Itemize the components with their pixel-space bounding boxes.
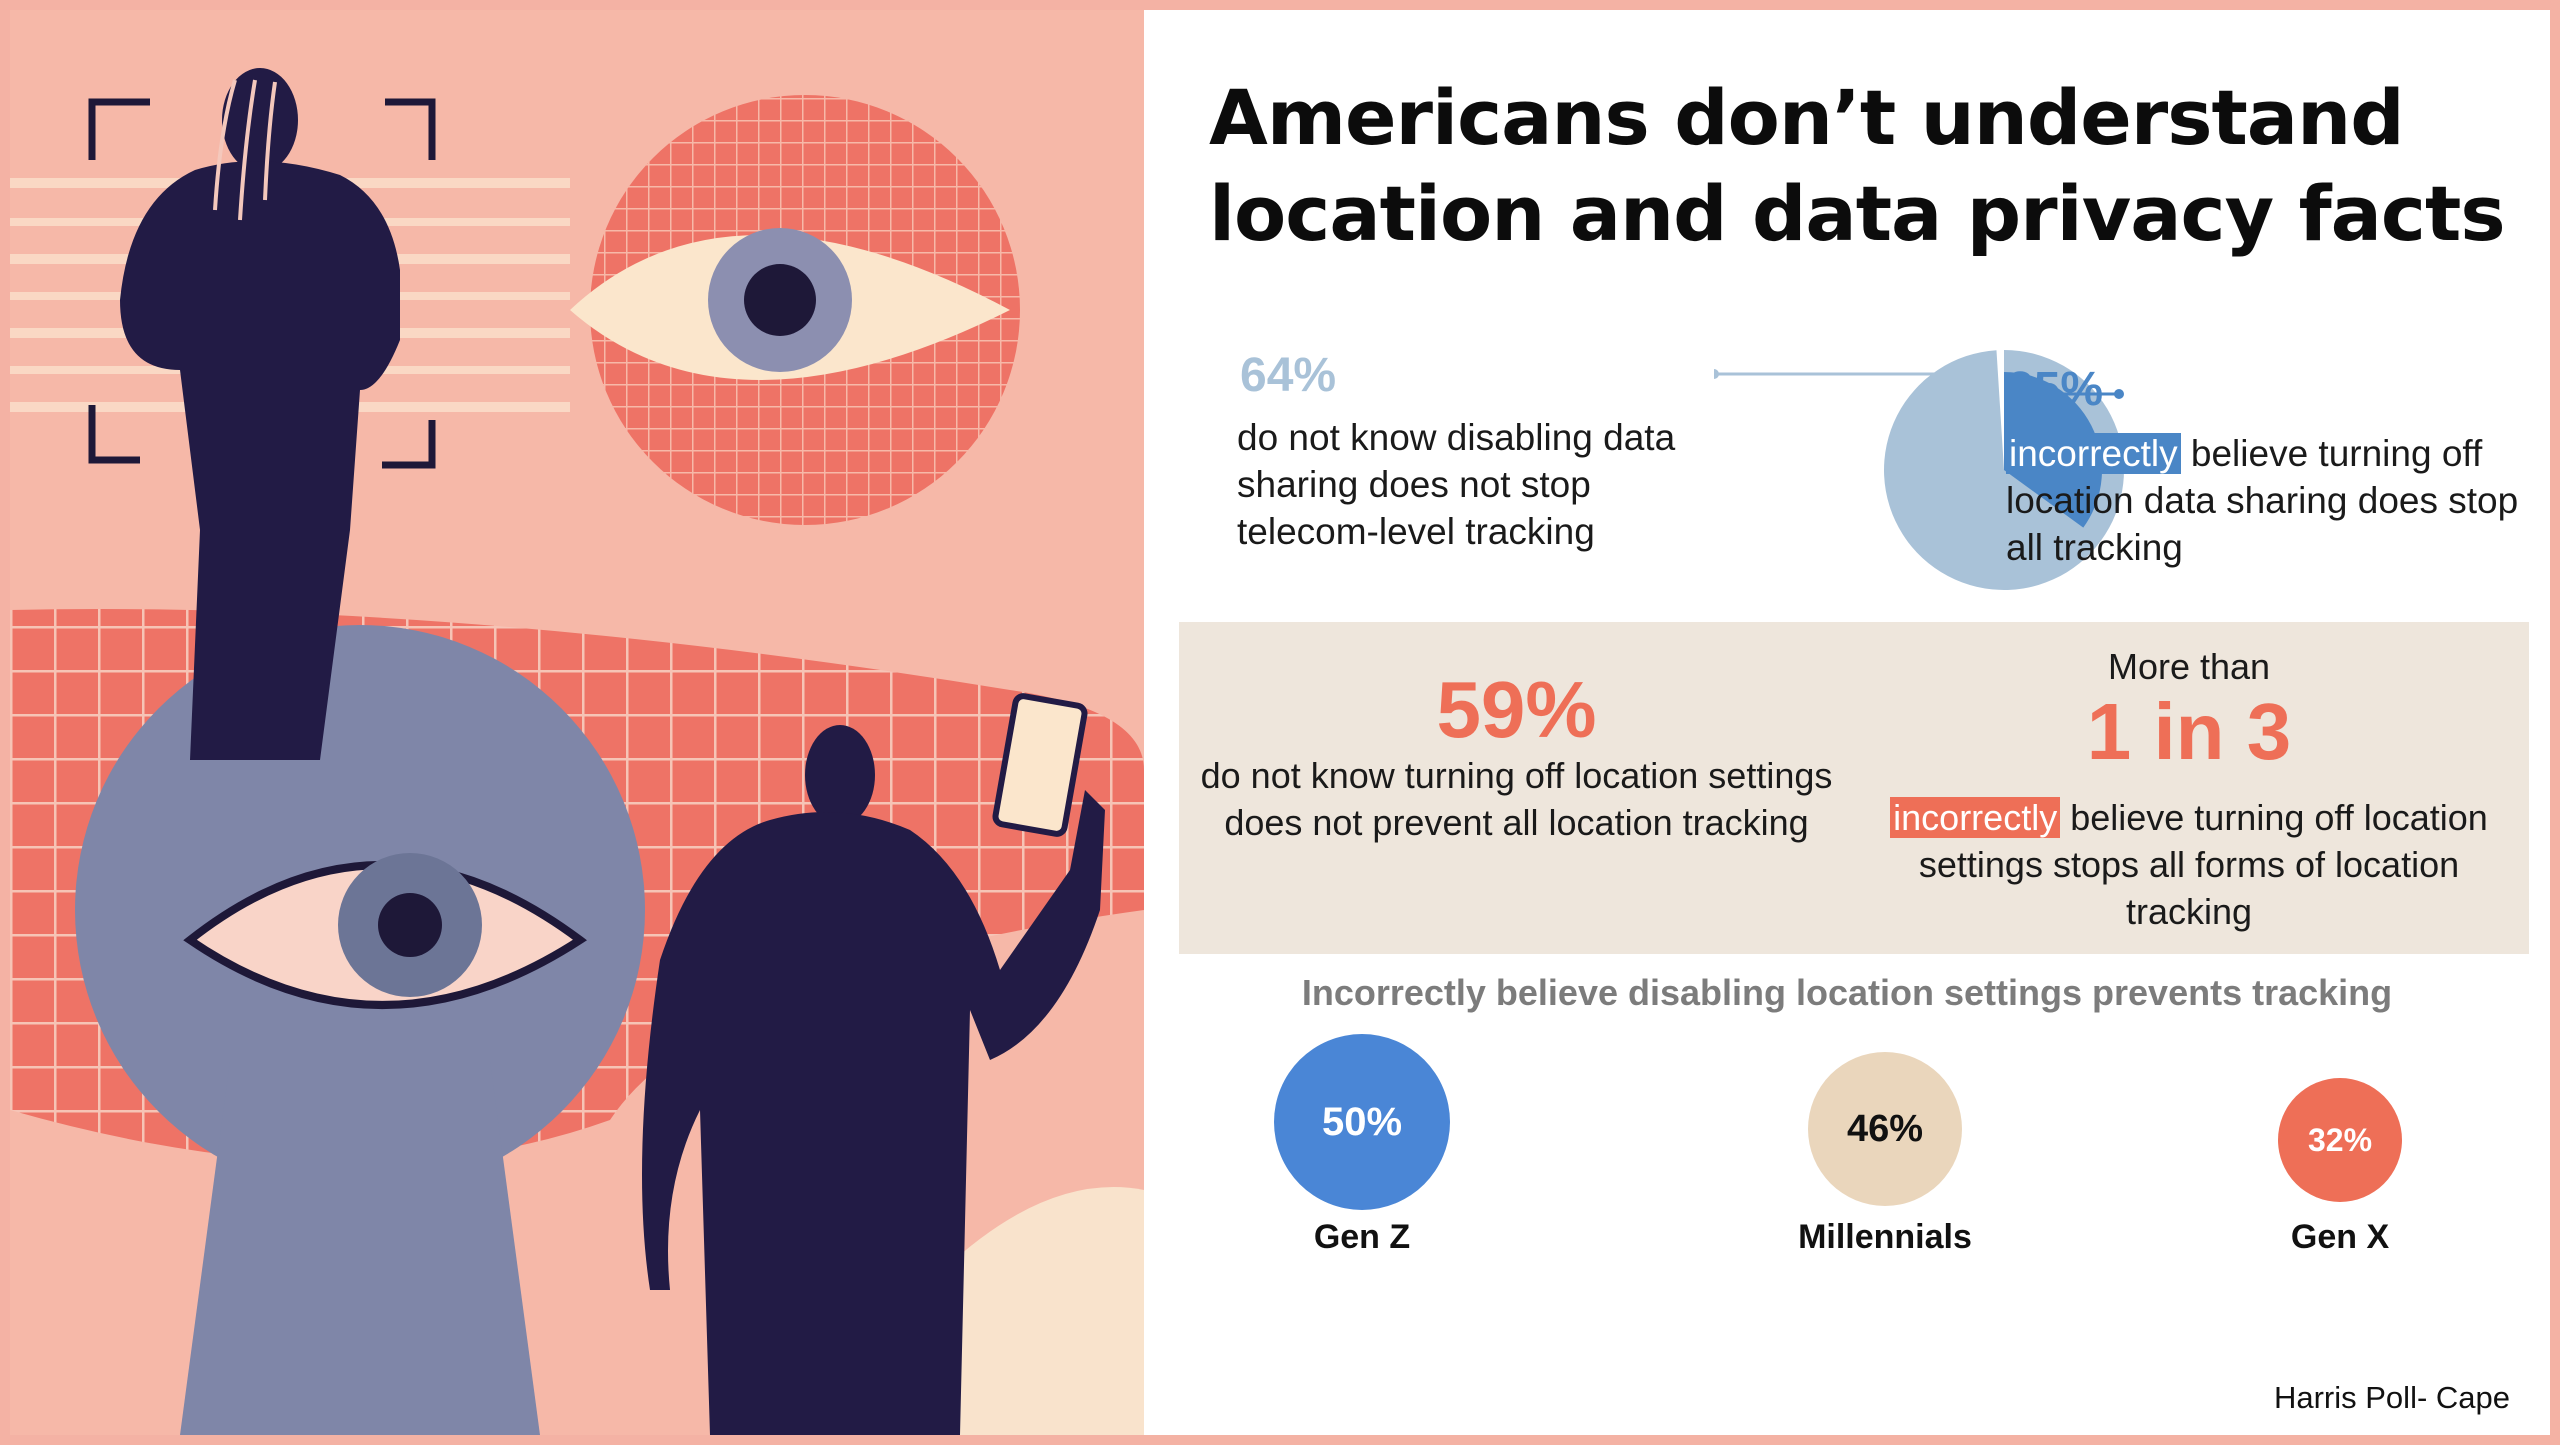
stat-64-description: do not know disabling data sharing does … [1237,417,1676,552]
pie-chart [1714,350,2124,590]
source-credit: Harris Poll- Cape [2273,1380,2510,1415]
millennials-label: Millennials [1798,1218,1972,1256]
eye-pupil-keyhole [378,893,442,957]
gen-x-label: Gen X [2290,1218,2390,1256]
keyhole-bottom [180,1060,540,1435]
highlight-incorrectly: incorrectly [1890,797,2061,838]
surveillance-illustration-svg [10,10,1144,1435]
man-figure [642,725,1105,1435]
stat-59-description: do not know turning off location setting… [1200,755,1833,843]
stat-35-description: incorrectly believe turning off location… [2006,430,2526,571]
millennials-circle: 46% [1808,1052,1962,1206]
stats-box: 59% do not know turning off location set… [1179,622,2529,954]
stat-1in3-prefix: More than [2107,646,2271,687]
woman-figure [120,68,400,761]
generation-heading: Incorrectly believe disabling location s… [1301,972,2393,1013]
stat-1in3-text: believe turning off location settings st… [1918,797,2488,932]
gen-x-circle: 32% [2278,1078,2402,1202]
infographic-panel: Americans don’t understand location and … [1144,10,2550,1435]
woman-hair-lines [213,79,277,221]
stat-35-text: believe turning off location data sharin… [2006,433,2519,568]
focus-brackets [88,98,436,469]
stat-64-value: 64% [1240,349,1337,402]
page-title: Americans don’t understand location and … [1209,73,2506,258]
leader-dot-64 [1714,369,1719,379]
gen-z-label: Gen Z [1313,1218,1411,1256]
leader-dot-35 [2114,389,2124,399]
phone-icon [992,693,1088,837]
eye-pupil-top [744,264,816,336]
stat-35-value: 35% [2007,363,2104,416]
privacy-illustration [10,10,1144,1435]
stat-59-value: 59% [1436,665,1597,754]
stat-1in3-description: incorrectly believe turning off location… [1879,794,2499,935]
highlight-incorrectly: incorrectly [2006,433,2181,474]
gen-z-circle: 50% [1274,1034,1450,1210]
stat-1in3-value: 1 in 3 [2086,687,2292,776]
